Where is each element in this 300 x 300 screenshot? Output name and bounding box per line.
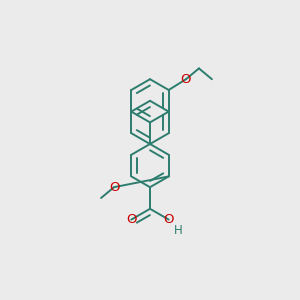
- Text: O: O: [126, 213, 136, 226]
- Text: O: O: [164, 213, 174, 226]
- Text: O: O: [109, 181, 119, 194]
- Text: O: O: [181, 73, 191, 86]
- Text: H: H: [174, 224, 182, 237]
